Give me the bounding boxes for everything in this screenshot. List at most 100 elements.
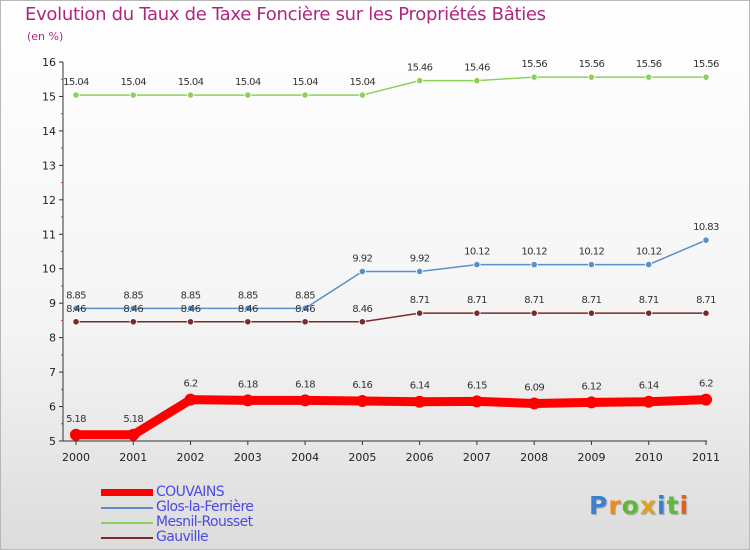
point-gauville-2001 <box>129 318 137 326</box>
data-label-glos-la-ferri-re-2008: 10.12 <box>521 247 547 258</box>
series-line-couvains <box>71 395 711 440</box>
data-label-glos-la-ferri-re-2002: 8.85 <box>181 290 201 301</box>
data-label-glos-la-ferri-re-2005: 9.92 <box>352 253 372 264</box>
x-tick-label-2006: 2006 <box>406 451 434 464</box>
point-gauville-2000 <box>72 318 80 326</box>
series-line-gauville <box>75 312 707 323</box>
data-label-mesnil-rousset-2001: 15.04 <box>120 77 146 88</box>
point-mesnil-rousset-2010 <box>645 73 653 81</box>
data-label-glos-la-ferri-re-2006: 9.92 <box>410 253 430 264</box>
point-glos-la-ferri-re-2011 <box>702 236 710 244</box>
legend-label-glos: Glos-la-Ferrière <box>156 499 254 515</box>
point-glos-la-ferri-re-2010 <box>645 260 653 269</box>
point-glos-la-ferri-re-2006 <box>416 267 424 276</box>
logo-letter: r <box>608 491 622 520</box>
data-label-mesnil-rousset-2008: 15.56 <box>521 59 547 70</box>
data-label-glos-la-ferri-re-2011: 10.83 <box>693 222 719 233</box>
point-gauville-2006 <box>416 309 424 317</box>
logo-letter: x <box>639 491 657 520</box>
point-mesnil-rousset-2008 <box>530 73 538 81</box>
series-line-mesnil-rousset <box>75 76 707 96</box>
legend-swatch-glos <box>101 507 153 509</box>
point-mesnil-rousset-2002 <box>186 91 195 99</box>
legend-swatch-gauville <box>101 537 153 539</box>
x-tick-label-2004: 2004 <box>291 451 319 464</box>
point-couvains-2009 <box>585 396 598 409</box>
data-label-couvains-2001: 5.18 <box>123 414 143 425</box>
point-couvains-2002 <box>184 393 197 406</box>
point-gauville-2007 <box>473 309 481 317</box>
legend-swatch-couvains <box>101 489 153 496</box>
point-mesnil-rousset-2009 <box>587 73 596 81</box>
point-couvains-2007 <box>470 395 483 408</box>
data-label-mesnil-rousset-2005: 15.04 <box>350 77 376 88</box>
y-tick-label-16: 16 <box>42 56 56 69</box>
data-label-couvains-2011: 6.2 <box>699 379 713 390</box>
data-label-couvains-2006: 6.14 <box>410 381 430 392</box>
point-mesnil-rousset-2000 <box>72 91 80 99</box>
y-tick-label-15: 15 <box>42 90 56 103</box>
y-tick-label-10: 10 <box>42 263 56 276</box>
chart-subtitle: (en %) <box>27 30 64 43</box>
point-gauville-2004 <box>301 318 309 326</box>
point-couvains-2010 <box>642 395 655 408</box>
point-gauville-2002 <box>186 318 195 326</box>
point-couvains-2011 <box>700 393 712 406</box>
point-glos-la-ferri-re-2000 <box>72 304 80 312</box>
data-label-glos-la-ferri-re-2003: 8.85 <box>238 290 258 301</box>
point-gauville-2008 <box>530 309 538 317</box>
data-label-gauville-2006: 8.71 <box>410 295 430 306</box>
data-label-gauville-2004: 8.46 <box>295 304 315 315</box>
point-couvains-2006 <box>413 395 426 408</box>
legend-label-mesnil: Mesnil-Rousset <box>156 514 253 530</box>
y-tick-label-13: 13 <box>42 159 56 172</box>
point-gauville-2003 <box>244 318 252 326</box>
x-tick-label-2008: 2008 <box>520 451 548 464</box>
data-label-couvains-2004: 6.18 <box>295 379 315 390</box>
logo-letter: i <box>679 491 690 520</box>
y-tick-label-8: 8 <box>49 332 56 345</box>
data-label-gauville-2011: 8.71 <box>696 295 716 306</box>
point-glos-la-ferri-re-2003 <box>244 304 252 312</box>
data-label-gauville-2008: 8.71 <box>524 295 544 306</box>
data-label-couvains-2002: 6.2 <box>183 379 197 390</box>
data-label-mesnil-rousset-2006: 15.46 <box>407 63 433 74</box>
data-label-couvains-2000: 5.18 <box>66 414 86 425</box>
data-label-mesnil-rousset-2003: 15.04 <box>235 77 261 88</box>
data-label-glos-la-ferri-re-2010: 10.12 <box>636 247 662 258</box>
point-couvains-2004 <box>299 394 312 407</box>
point-gauville-2009 <box>587 309 596 317</box>
point-mesnil-rousset-2004 <box>301 91 309 99</box>
data-label-couvains-2009: 6.12 <box>582 381 602 392</box>
legend-swatch-mesnil <box>101 522 153 524</box>
logo-letter: P <box>589 491 609 520</box>
legend-label-couvains: COUVAINS <box>156 484 225 500</box>
data-label-glos-la-ferri-re-2009: 10.12 <box>579 247 605 258</box>
logo-letter: t <box>666 491 680 520</box>
data-label-couvains-2003: 6.18 <box>238 379 258 390</box>
point-glos-la-ferri-re-2001 <box>129 304 137 312</box>
y-tick-label-9: 9 <box>49 297 56 310</box>
x-tick-label-2009: 2009 <box>577 451 605 464</box>
point-mesnil-rousset-2006 <box>416 77 424 85</box>
data-label-glos-la-ferri-re-2000: 8.85 <box>66 290 86 301</box>
data-label-gauville-2002: 8.46 <box>181 304 201 315</box>
legend-label-gauville: Gauville <box>156 529 209 545</box>
x-tick-label-2000: 2000 <box>62 451 90 464</box>
point-glos-la-ferri-re-2004 <box>301 304 309 312</box>
x-tick-label-2010: 2010 <box>635 451 663 464</box>
data-label-gauville-2000: 8.46 <box>66 304 86 315</box>
proxiti-logo: Proxiti <box>589 491 689 520</box>
y-tick-label-5: 5 <box>49 435 56 448</box>
data-label-mesnil-rousset-2007: 15.46 <box>464 63 490 74</box>
point-gauville-2010 <box>645 309 653 317</box>
data-label-mesnil-rousset-2009: 15.56 <box>579 59 605 70</box>
point-glos-la-ferri-re-2002 <box>186 304 195 312</box>
data-label-gauville-2003: 8.46 <box>238 304 258 315</box>
data-label-gauville-2009: 8.71 <box>582 295 602 306</box>
data-label-mesnil-rousset-2004: 15.04 <box>292 77 318 88</box>
data-label-couvains-2008: 6.09 <box>524 382 544 393</box>
x-tick-label-2002: 2002 <box>177 451 205 464</box>
data-label-couvains-2007: 6.15 <box>467 380 487 391</box>
